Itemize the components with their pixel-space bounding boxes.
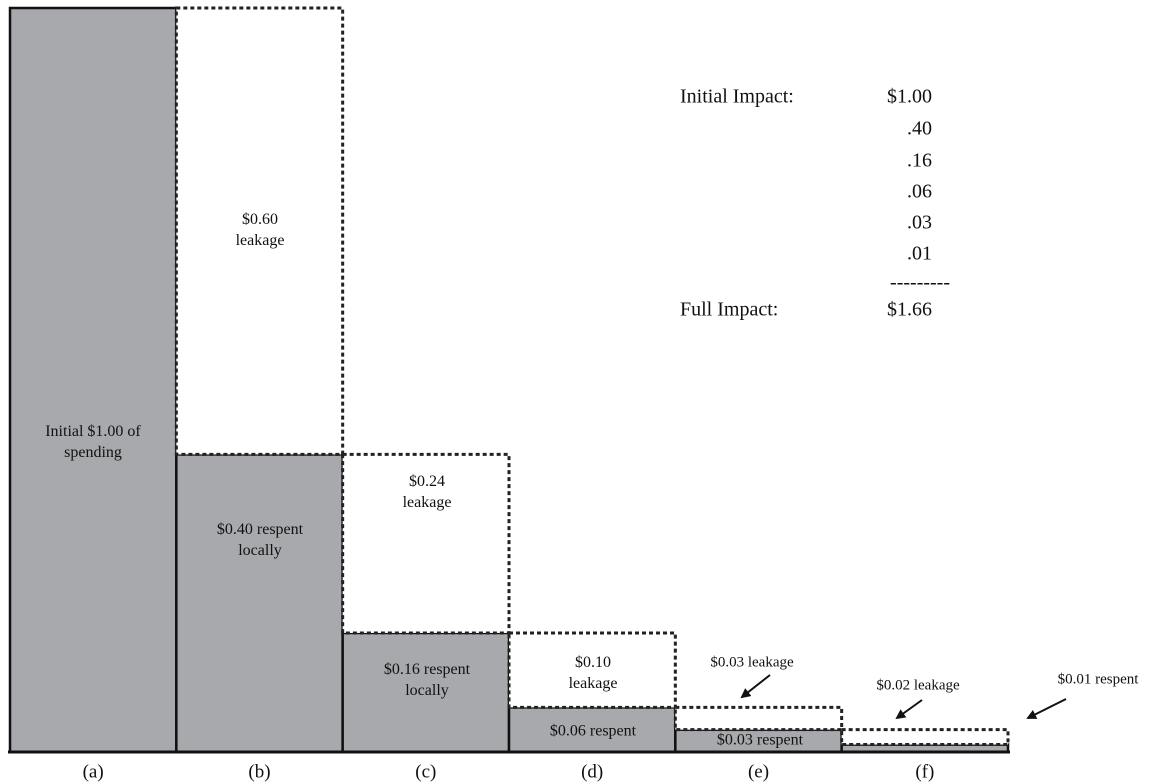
x-tick-label: (a) <box>83 761 104 782</box>
leakage-segment <box>673 705 844 732</box>
data-label: $0.10 leakage <box>568 654 618 692</box>
data-label: $0.60 leakage <box>235 211 285 249</box>
summary-value: --------- <box>890 272 950 294</box>
arrow <box>1026 698 1067 719</box>
summary-value: .01 <box>907 243 932 265</box>
x-tick-label: (f) <box>915 761 934 782</box>
leakage-segment <box>507 631 677 709</box>
data-label: $0.02 leakage <box>876 677 960 694</box>
arrow <box>895 699 923 720</box>
summary-value: .06 <box>907 181 932 203</box>
data-label: $0.03 respent <box>716 731 804 749</box>
summary-value: $1.00 <box>887 86 932 108</box>
summary-value: .40 <box>907 118 932 140</box>
x-tick-label: (d) <box>581 761 603 782</box>
x-tick-label: (e) <box>748 761 769 782</box>
respent-segment <box>8 6 178 754</box>
data-label: $0.01 respent <box>1057 671 1139 688</box>
data-label: $0.06 respent <box>549 722 637 740</box>
arrow <box>740 674 771 699</box>
summary-value: $1.66 <box>887 299 932 321</box>
data-label: $0.24 leakage <box>402 473 452 511</box>
summary-value: .03 <box>907 212 932 234</box>
data-label: $0.16 respent locally <box>383 661 471 699</box>
leakage-segment <box>341 452 511 635</box>
leakage-segment <box>840 728 1010 747</box>
data-label: $0.40 respent locally <box>216 521 304 559</box>
respent-segment <box>175 453 344 754</box>
summary-value: .16 <box>907 150 932 172</box>
leakage-segment <box>174 6 345 456</box>
x-tick-label: (c) <box>415 761 436 782</box>
summary-label: Initial Impact: <box>680 86 794 108</box>
summary-label: Full Impact: <box>680 299 778 321</box>
data-label: $0.03 leakage <box>710 654 794 671</box>
x-tick-label: (b) <box>248 761 270 782</box>
data-label: Initial $1.00 of spending <box>45 423 141 461</box>
